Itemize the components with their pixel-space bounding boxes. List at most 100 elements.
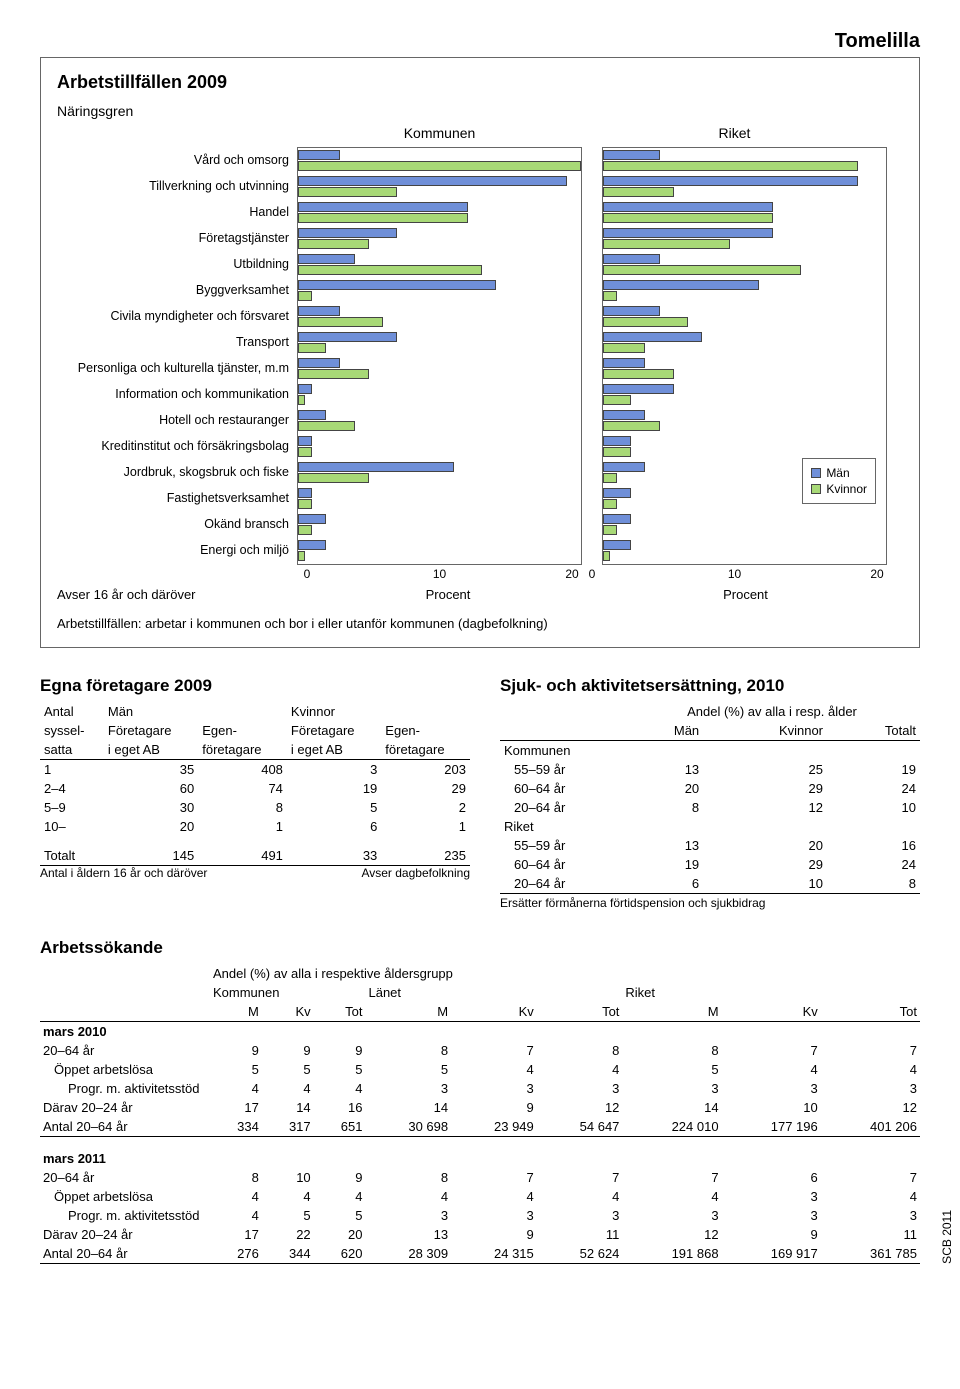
- td: 12: [703, 798, 827, 817]
- td: 54 647: [537, 1117, 623, 1137]
- sjuk-section: Sjuk- och aktivitetsersättning, 2010 And…: [500, 676, 920, 910]
- td: mars 2011: [40, 1149, 210, 1168]
- bar-male: [603, 384, 674, 394]
- bar-female: [298, 395, 305, 405]
- td: 5: [365, 1060, 451, 1079]
- th: Tot: [821, 1002, 920, 1022]
- td: 7: [722, 1041, 821, 1060]
- bar-male: [298, 358, 340, 368]
- bar-female: [603, 499, 617, 509]
- td: 6: [722, 1168, 821, 1187]
- bar-female: [298, 525, 312, 535]
- chart-category-label: Tillverkning och utvinning: [57, 173, 297, 199]
- bar-male: [603, 436, 631, 446]
- chart-riket: Män Kvinnor: [602, 147, 887, 565]
- chart-r-axis: 0 10 20: [582, 567, 887, 581]
- table-row: Öppet arbetslösa444444434: [40, 1187, 920, 1206]
- table-row: 55–59 år132016: [500, 836, 920, 855]
- td: 6: [624, 874, 703, 893]
- chart-bar-row: [603, 538, 886, 564]
- chart-category-label: Fastighetsverksamhet: [57, 485, 297, 511]
- th: M: [210, 1002, 262, 1022]
- bar-male: [603, 228, 773, 238]
- egna-note1: Antal i åldern 16 år och däröver: [40, 866, 207, 880]
- bar-male: [298, 384, 312, 394]
- td: 1: [40, 760, 104, 780]
- bar-female: [603, 421, 660, 431]
- td: 35: [104, 760, 198, 780]
- chart-note: Arbetstillfällen: arbetar i kommunen och…: [57, 616, 903, 631]
- td: 5: [287, 798, 381, 817]
- th: M: [365, 1002, 451, 1022]
- td: 14: [622, 1098, 721, 1117]
- td: 8: [624, 798, 703, 817]
- bar-male: [298, 202, 468, 212]
- th: M: [622, 1002, 721, 1022]
- table-row: 20–64 år8109877767: [40, 1168, 920, 1187]
- td: 10: [827, 798, 920, 817]
- egna-note2: Avser dagbefolkning: [361, 866, 470, 880]
- td: 2–4: [40, 779, 104, 798]
- td: 28 309: [365, 1244, 451, 1264]
- bar-female: [603, 161, 858, 171]
- td: 20: [624, 779, 703, 798]
- table-row: 20–64 år999878877: [40, 1041, 920, 1060]
- td: 13: [624, 760, 703, 779]
- td: 33: [287, 846, 381, 866]
- td: 4: [210, 1079, 262, 1098]
- bar-female: [603, 473, 617, 483]
- td: 10–: [40, 817, 104, 836]
- bar-female: [298, 447, 312, 457]
- td: 8: [622, 1041, 721, 1060]
- td: 12: [821, 1098, 920, 1117]
- td: 344: [262, 1244, 314, 1264]
- td: 9: [314, 1168, 366, 1187]
- td: 276: [210, 1244, 262, 1264]
- bar-male: [298, 488, 312, 498]
- bar-female: [298, 265, 482, 275]
- td: 4: [210, 1206, 262, 1225]
- td: Progr. m. aktivitetsstöd: [40, 1206, 210, 1225]
- th: satta: [40, 740, 104, 760]
- chart-bar-row: [603, 174, 886, 200]
- tick: 10: [430, 567, 450, 581]
- th: Kvinnor: [703, 721, 827, 741]
- td: 5: [314, 1060, 366, 1079]
- bar-male: [298, 150, 340, 160]
- td: 9: [451, 1225, 537, 1244]
- bar-male: [603, 462, 645, 472]
- td: 20–64 år: [40, 1168, 210, 1187]
- bar-female: [603, 213, 773, 223]
- td: 3: [365, 1206, 451, 1225]
- td: 1: [381, 817, 470, 836]
- legend-female: Kvinnor: [826, 482, 867, 496]
- table-row: 2–460741929: [40, 779, 470, 798]
- bar-female: [603, 525, 617, 535]
- table-row: Därav 20–24 år17141614912141012: [40, 1098, 920, 1117]
- td: 10: [262, 1168, 314, 1187]
- chart-bar-row: [603, 330, 886, 356]
- bar-male: [603, 176, 858, 186]
- chart-bar-row: [603, 356, 886, 382]
- th: Män: [624, 721, 703, 741]
- td: 4: [210, 1187, 262, 1206]
- bar-male: [298, 332, 397, 342]
- td: 3: [722, 1079, 821, 1098]
- chart-category-label: Okänd bransch: [57, 511, 297, 537]
- table-row: 20–64 år81210: [500, 798, 920, 817]
- td: 4: [821, 1187, 920, 1206]
- chart-bar-row: [603, 148, 886, 174]
- td: Öppet arbetslösa: [40, 1060, 210, 1079]
- td: 8: [365, 1168, 451, 1187]
- td: 12: [622, 1225, 721, 1244]
- chart-footer-procent2: Procent: [593, 587, 898, 602]
- th: Egen-: [198, 721, 287, 740]
- td: 8: [210, 1168, 262, 1187]
- bar-male: [298, 254, 355, 264]
- td: 10: [722, 1098, 821, 1117]
- chart-subtitle: Näringsgren: [57, 103, 903, 119]
- td: 4: [722, 1060, 821, 1079]
- td: 8: [365, 1041, 451, 1060]
- td: 6: [287, 817, 381, 836]
- td: 5: [314, 1206, 366, 1225]
